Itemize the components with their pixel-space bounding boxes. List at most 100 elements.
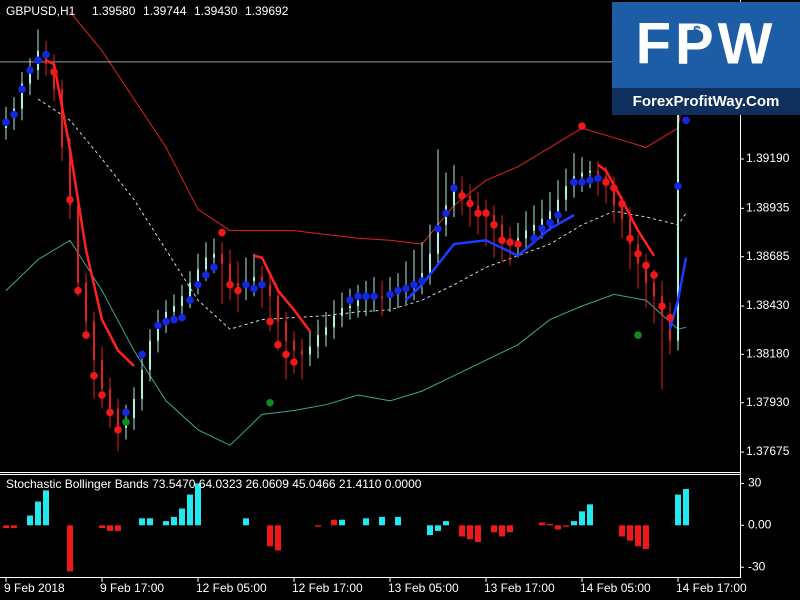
signal-dot (154, 321, 162, 330)
plot-area: 1.39190 1.38935 1.38685 1.38430 1.38180 1.379… (0, 11, 790, 595)
signal-dot (202, 271, 210, 279)
candle-body (565, 186, 567, 200)
histogram-bar (171, 516, 177, 526)
candle-body (53, 64, 55, 90)
signal-dot (410, 280, 418, 289)
candle-body (557, 199, 559, 212)
signal-dot (514, 240, 522, 248)
candle-body (189, 282, 191, 297)
candle-body (197, 269, 199, 283)
candle-body (301, 350, 303, 355)
histogram-bar (363, 518, 369, 526)
candle-body (589, 170, 591, 173)
candle-body (325, 327, 327, 336)
histogram-bar (267, 525, 273, 547)
signal-dot (162, 317, 170, 326)
histogram-bar (275, 525, 281, 551)
candle-body (525, 230, 527, 239)
indicator-tick-label: 0.00 (748, 517, 772, 531)
candle-body (261, 277, 263, 285)
histogram-bar (67, 525, 73, 572)
candle-body (173, 306, 175, 312)
signal-dot (242, 280, 250, 289)
candle-body (621, 205, 623, 219)
candle-body (93, 321, 95, 361)
signal-dot (266, 317, 274, 326)
candle-body (253, 277, 255, 281)
candle-body (677, 83, 679, 341)
histogram-bar (27, 515, 33, 526)
candle-body (109, 389, 111, 409)
signal-dot (290, 358, 298, 366)
x-tick-label: 12 Feb 05:00 (196, 581, 267, 595)
signal-dot (658, 302, 666, 310)
signal-dot (554, 211, 562, 219)
signal-dot (434, 224, 442, 233)
indicator-tick-label: -30 (748, 559, 766, 573)
x-tick-label: 14 Feb 17:00 (676, 581, 747, 595)
signal-dot (650, 271, 658, 279)
candle-body (381, 296, 383, 299)
candle-body (133, 398, 135, 419)
signal-dot (210, 263, 218, 272)
signal-dot (498, 236, 506, 245)
histogram-bar (3, 525, 9, 529)
signal-dot (82, 331, 90, 339)
candle-body (613, 186, 615, 206)
signal-dot (234, 286, 242, 295)
symbol: GBPUSD,H1 (6, 4, 76, 18)
x-tick-label: 13 Feb 05:00 (388, 581, 459, 595)
candle-body (205, 257, 207, 270)
histogram-bar (427, 525, 433, 536)
histogram-bar (139, 518, 145, 526)
x-tick-label: 9 Feb 17:00 (100, 581, 164, 595)
signal-dot (194, 280, 202, 289)
signal-dot (394, 286, 402, 295)
signal-dot (90, 371, 98, 380)
signal-dot (586, 176, 594, 185)
signal-dot (26, 66, 34, 74)
candle-body (77, 205, 79, 283)
signal-dot (258, 280, 266, 289)
signal-dot (570, 178, 578, 187)
candle-body (653, 282, 655, 297)
ohlc-open: 1.39580 (92, 4, 136, 18)
histogram-bar (107, 525, 113, 531)
signal-dot (682, 116, 690, 125)
candle-body (357, 300, 359, 307)
signal-dot (10, 110, 18, 119)
signal-line (45, 59, 135, 367)
signal-dot (442, 209, 450, 217)
signal-dot (674, 182, 682, 190)
signal-dot (402, 284, 410, 293)
candle-body (117, 408, 119, 428)
x-tick-label: 9 Feb 2018 (4, 581, 65, 595)
histogram-bar (395, 516, 401, 526)
histogram-bar (563, 525, 569, 527)
signal-line (597, 163, 656, 257)
logo: FPW $ ForexProfitWay.Com (612, 2, 800, 115)
signal-dot (266, 398, 274, 407)
candle-body (165, 311, 167, 322)
histogram-bar (627, 525, 633, 541)
y-tick-label: 1.37675 (746, 444, 790, 458)
histogram-bar (555, 525, 561, 530)
signal-dot (114, 426, 122, 434)
signal-dot (66, 195, 74, 204)
histogram-bar (443, 521, 449, 526)
y-tick-label: 1.37930 (746, 395, 790, 409)
histogram-bar (35, 501, 41, 526)
histogram-bar (507, 525, 513, 533)
y-tick-label: 1.38685 (746, 249, 790, 263)
x-tick-label: 12 Feb 17:00 (292, 581, 363, 595)
signal-dot (474, 209, 482, 217)
histogram-bar (547, 523, 553, 526)
signal-dot (634, 331, 642, 339)
signal-dot (218, 228, 226, 237)
signal-dot (138, 350, 146, 359)
signal-dot (482, 209, 490, 217)
histogram-bar (99, 525, 105, 529)
ohlc-close: 1.39692 (245, 4, 289, 18)
candle-body (541, 218, 543, 225)
